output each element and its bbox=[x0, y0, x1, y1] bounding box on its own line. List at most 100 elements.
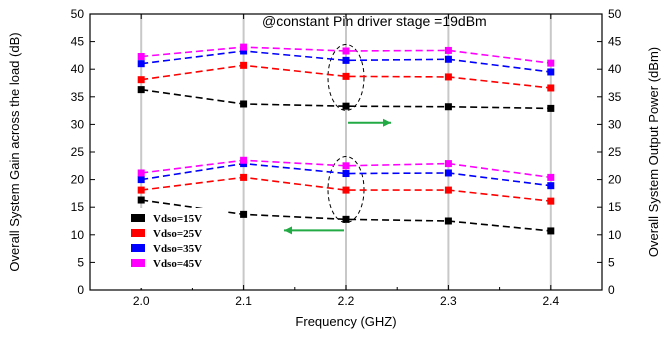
x-tick-label: 2.0 bbox=[133, 294, 150, 308]
data-point bbox=[547, 59, 555, 67]
y-tick-label: 5 bbox=[77, 255, 84, 269]
legend-swatch bbox=[131, 259, 145, 267]
data-point bbox=[342, 102, 350, 110]
data-point bbox=[342, 215, 350, 223]
data-point bbox=[547, 182, 555, 190]
data-point bbox=[547, 197, 555, 205]
data-point bbox=[342, 186, 350, 194]
y-tick-label: 0 bbox=[77, 283, 84, 297]
data-point bbox=[444, 169, 452, 177]
series-line-power bbox=[141, 64, 551, 89]
ticks: 2.0 2.1 2.2 2.3 2.4 0 5 10 15 20 25 30 35 40 45 50 0 5 10 1… bbox=[71, 7, 622, 308]
legend-label: Vdso=25V bbox=[153, 228, 202, 240]
data-point bbox=[444, 46, 452, 54]
data-point bbox=[547, 68, 555, 76]
y2-tick-label: 0 bbox=[608, 283, 615, 297]
data-point bbox=[444, 217, 452, 225]
y-tick-label: 15 bbox=[71, 200, 85, 214]
data-point bbox=[444, 160, 452, 168]
annotation-text: @constant Pin driver stage =19dBm bbox=[262, 13, 487, 29]
arrowhead-icon bbox=[383, 118, 391, 127]
y2-tick-label: 45 bbox=[608, 35, 622, 49]
data-point bbox=[240, 61, 248, 69]
y2-tick-label: 5 bbox=[608, 255, 615, 269]
data-point bbox=[444, 186, 452, 194]
data-point bbox=[137, 76, 145, 84]
legend-label: Vdso=45V bbox=[153, 258, 202, 270]
legend-label: Vdso=15V bbox=[153, 213, 202, 225]
x-tick-label: 2.3 bbox=[440, 294, 457, 308]
y2-tick-label: 35 bbox=[608, 90, 622, 104]
y-tick-label: 10 bbox=[71, 228, 85, 242]
x-tick-label: 2.1 bbox=[235, 294, 252, 308]
data-point bbox=[240, 156, 248, 164]
legend-item: Vdso=15V bbox=[131, 213, 202, 225]
arrowhead-icon bbox=[284, 226, 292, 235]
data-point bbox=[444, 103, 452, 111]
right-axis-arrow bbox=[348, 118, 391, 127]
y2-tick-label: 50 bbox=[608, 7, 622, 21]
data-point bbox=[137, 169, 145, 177]
series-line-gain bbox=[141, 176, 551, 202]
y-tick-label: 30 bbox=[71, 117, 85, 131]
arrows bbox=[284, 118, 391, 235]
data-point bbox=[137, 196, 145, 204]
y-tick-label: 40 bbox=[71, 62, 85, 76]
data-point bbox=[240, 100, 248, 108]
series-line-power bbox=[141, 46, 551, 64]
data-point bbox=[342, 162, 350, 170]
data-point bbox=[342, 170, 350, 178]
y2-tick-label: 20 bbox=[608, 173, 622, 187]
legend-swatch bbox=[131, 214, 145, 222]
y-tick-label: 35 bbox=[71, 90, 85, 104]
y-tick-label: 45 bbox=[71, 35, 85, 49]
data-point bbox=[444, 73, 452, 81]
x-tick-label: 2.4 bbox=[542, 294, 559, 308]
data-point bbox=[240, 210, 248, 218]
y-axis-title: Overall System Gain across the load (dB) bbox=[7, 32, 22, 271]
legend-item: Vdso=45V bbox=[131, 258, 202, 270]
data-point bbox=[137, 53, 145, 61]
left-axis-arrow bbox=[284, 226, 344, 235]
y-tick-label: 25 bbox=[71, 145, 85, 159]
legend-item: Vdso=35V bbox=[131, 243, 202, 255]
x-axis-title: Frequency (GHZ) bbox=[295, 314, 396, 329]
x-tick-label: 2.2 bbox=[338, 294, 355, 308]
data-point bbox=[547, 173, 555, 181]
data-point bbox=[240, 47, 248, 55]
legend-item: Vdso=25V bbox=[131, 228, 202, 240]
y2-tick-label: 40 bbox=[608, 62, 622, 76]
data-point bbox=[137, 60, 145, 68]
series-line-power bbox=[141, 50, 551, 73]
data-point bbox=[547, 104, 555, 112]
y2-tick-label: 10 bbox=[608, 228, 622, 242]
data-point bbox=[342, 72, 350, 80]
y2-tick-label: 30 bbox=[608, 117, 622, 131]
data-point bbox=[137, 86, 145, 94]
legend-swatch bbox=[131, 229, 145, 237]
data-point bbox=[547, 84, 555, 92]
data-point bbox=[240, 43, 248, 51]
data-point bbox=[137, 176, 145, 184]
y2-tick-label: 25 bbox=[608, 145, 622, 159]
y2-tick-label: 15 bbox=[608, 200, 622, 214]
series-layer bbox=[137, 43, 555, 235]
data-point bbox=[240, 173, 248, 181]
data-point bbox=[342, 56, 350, 64]
data-point bbox=[137, 186, 145, 194]
power-ellipse bbox=[327, 43, 365, 111]
legend: Vdso=15V Vdso=25V Vdso=35V Vdso=45V bbox=[116, 208, 228, 288]
y2-axis-title: Overall System Output Power (dBm) bbox=[646, 47, 661, 257]
legend-label: Vdso=35V bbox=[153, 243, 202, 255]
series-line-gain bbox=[141, 159, 551, 179]
data-point bbox=[444, 55, 452, 63]
data-point bbox=[547, 227, 555, 235]
y-tick-label: 20 bbox=[71, 173, 85, 187]
data-point bbox=[342, 47, 350, 55]
legend-swatch bbox=[131, 244, 145, 252]
series-line-power bbox=[141, 88, 551, 110]
y-tick-label: 50 bbox=[71, 7, 85, 21]
